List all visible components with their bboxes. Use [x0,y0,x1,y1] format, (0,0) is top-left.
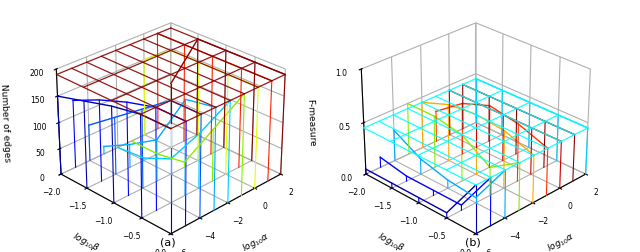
Title: (b): (b) [465,237,481,247]
Title: (a): (a) [160,237,175,247]
X-axis label: $log_{10}\alpha$: $log_{10}\alpha$ [545,229,577,252]
X-axis label: $log_{10}\alpha$: $log_{10}\alpha$ [239,229,272,252]
Y-axis label: $log_{10}\beta$: $log_{10}\beta$ [375,229,407,252]
Y-axis label: $log_{10}\beta$: $log_{10}\beta$ [70,229,102,252]
